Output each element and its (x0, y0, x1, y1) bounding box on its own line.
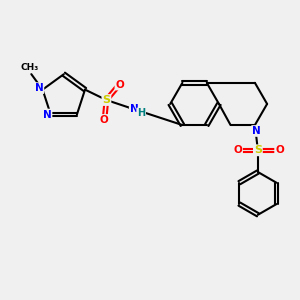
Text: CH₃: CH₃ (21, 63, 39, 72)
Text: N: N (252, 126, 261, 136)
Text: O: O (275, 145, 284, 155)
Text: O: O (99, 115, 108, 125)
Text: O: O (233, 145, 242, 155)
Text: S: S (102, 95, 110, 105)
Text: N: N (35, 83, 44, 93)
Text: S: S (254, 145, 262, 155)
Text: H: H (137, 108, 145, 118)
Text: N: N (130, 104, 138, 114)
Text: N: N (43, 110, 52, 119)
Text: O: O (116, 80, 124, 90)
